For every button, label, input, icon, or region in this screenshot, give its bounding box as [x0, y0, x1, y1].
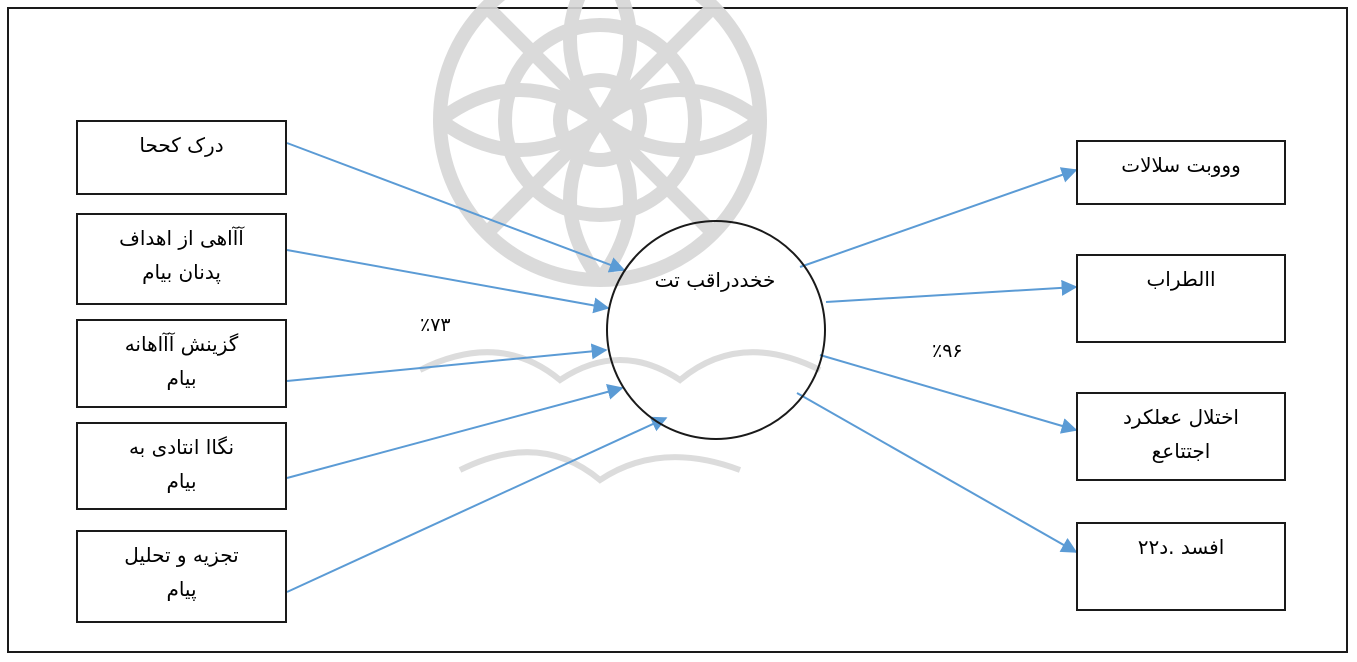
output-node-4-line1: افسد .د۲۲ [1137, 535, 1225, 559]
arrow-input-4 [286, 384, 624, 479]
input-node-4: نگاا انتادی به بیام [76, 422, 287, 510]
arrow-input-1 [286, 142, 626, 273]
output-node-3: اختلال ععلکرد اجتتاعع [1076, 392, 1286, 481]
input-node-1: درک کححا [76, 120, 287, 195]
center-node-label: خخددراقب تت [654, 268, 776, 292]
input-percent-label: ٪۷۳ [420, 314, 451, 336]
arrow-input-3 [286, 343, 608, 382]
input-node-1-line1: درک کححا [139, 133, 224, 157]
watermark-logo [418, 0, 822, 484]
input-node-2-line1: آآاهی از اهداف [119, 226, 244, 250]
input-node-2-line2: پدنان بیام [142, 260, 221, 284]
arrow-output-4 [796, 392, 1078, 553]
output-node-3-line2: اجتتاعع [1151, 439, 1211, 463]
output-node-1: وووبت سلالات [1076, 140, 1286, 205]
arrow-input-2 [286, 249, 610, 314]
output-node-1-line1: وووبت سلالات [1121, 153, 1241, 177]
input-node-5: تجزیه و تحلیل پیام [76, 530, 287, 623]
arrow-input-5 [286, 416, 668, 593]
input-node-4-line1: نگاا انتادی به [128, 435, 235, 459]
diagram-frame [7, 7, 1348, 653]
arrow-output-1 [799, 167, 1078, 268]
output-percent-label: ٪۹۶ [932, 340, 963, 362]
input-node-3: گزینش آآاهانه بیام [76, 319, 287, 408]
output-node-3-line1: اختلال ععلکرد [1123, 405, 1239, 429]
input-node-5-line1: تجزیه و تحلیل [124, 543, 239, 567]
input-node-4-line2: بیام [166, 469, 197, 493]
arrow-output-2 [825, 279, 1078, 303]
output-node-2: االطراب [1076, 254, 1286, 343]
input-node-3-line2: بیام [166, 366, 197, 390]
arrow-output-3 [819, 354, 1078, 434]
input-node-3-line1: گزینش آآاهانه [124, 332, 239, 356]
input-node-2: آآاهی از اهداف پدنان بیام [76, 213, 287, 305]
output-node-4: افسد .د۲۲ [1076, 522, 1286, 611]
center-node [606, 220, 826, 440]
input-node-5-line2: پیام [166, 577, 197, 601]
output-node-2-line1: االطراب [1146, 267, 1216, 291]
